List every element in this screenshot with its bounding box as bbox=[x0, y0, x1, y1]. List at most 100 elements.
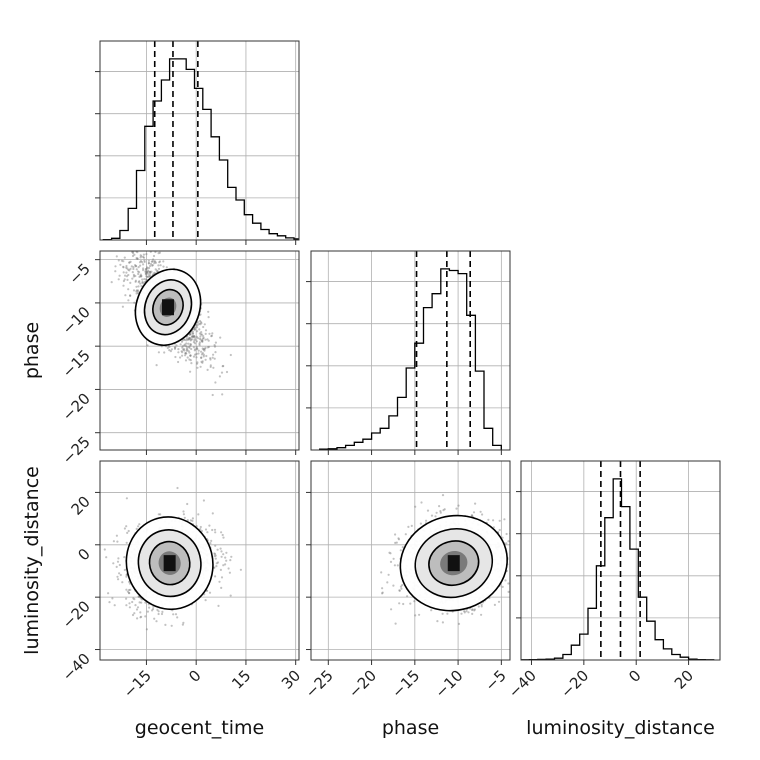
scatter-point bbox=[139, 244, 141, 246]
scatter-point bbox=[146, 272, 150, 275]
scatter-point bbox=[196, 366, 199, 369]
scatter-point bbox=[188, 337, 191, 340]
scatter-point bbox=[142, 269, 145, 272]
scatter-point bbox=[186, 346, 189, 349]
scatter-point bbox=[137, 289, 140, 292]
y-tick-label-phase: −25 bbox=[59, 433, 94, 468]
scatter-point bbox=[125, 588, 128, 591]
scatter-point bbox=[512, 581, 514, 583]
scatter-point bbox=[217, 604, 220, 608]
scatter-point bbox=[105, 556, 108, 559]
scatter-point bbox=[140, 274, 143, 278]
scatter-point bbox=[196, 323, 199, 327]
scatter-point bbox=[149, 264, 152, 268]
scatter-point bbox=[206, 338, 209, 341]
scatter-point bbox=[142, 282, 145, 285]
scatter-point bbox=[134, 241, 136, 243]
scatter-point bbox=[189, 519, 192, 522]
hist-grid-geocent_time bbox=[95, 41, 299, 240]
scatter-point bbox=[200, 321, 203, 324]
scatter-point bbox=[139, 274, 142, 277]
scatter-point bbox=[127, 529, 130, 533]
scatter-point bbox=[133, 301, 136, 304]
scatter-point bbox=[185, 339, 188, 342]
scatter-point bbox=[125, 541, 128, 544]
scatter-point bbox=[125, 240, 127, 242]
scatter-point bbox=[139, 256, 142, 259]
scatter-point bbox=[134, 604, 137, 607]
scatter-point bbox=[120, 259, 123, 262]
scatter-point bbox=[512, 549, 514, 551]
scatter-point bbox=[132, 275, 135, 278]
scatter-point bbox=[439, 510, 442, 513]
scatter-point bbox=[117, 278, 120, 281]
scatter-point bbox=[213, 344, 216, 347]
scatter-point bbox=[430, 609, 433, 612]
scatter-point bbox=[128, 588, 131, 592]
scatter-point bbox=[564, 572, 566, 574]
scatter-point bbox=[189, 338, 192, 341]
scatter-point bbox=[125, 525, 128, 528]
scatter-point bbox=[219, 547, 222, 550]
scatter-point bbox=[140, 255, 143, 258]
scatter-point bbox=[381, 587, 384, 590]
scatter-point bbox=[139, 275, 143, 278]
scatter-point bbox=[132, 597, 135, 600]
scatter-point bbox=[191, 332, 194, 335]
scatter-point bbox=[181, 346, 184, 349]
scatter-point bbox=[220, 555, 223, 558]
scatter-point bbox=[442, 509, 445, 512]
x-axis-label-geocent_time: geocent_time bbox=[135, 717, 264, 739]
scatter-point bbox=[195, 352, 198, 356]
hist-frame-luminosity_distance bbox=[520, 460, 721, 661]
scatter-point bbox=[209, 542, 212, 545]
scatter-point bbox=[216, 548, 219, 551]
scatter-point bbox=[144, 278, 148, 281]
scatter-point bbox=[189, 343, 192, 346]
scatter-point bbox=[139, 264, 142, 267]
scatter-point bbox=[404, 533, 407, 536]
scatter-point bbox=[196, 330, 199, 333]
scatter-point bbox=[198, 337, 201, 340]
scatter-point bbox=[168, 345, 171, 349]
scatter-point bbox=[129, 294, 132, 297]
y-tick-label-phase: −10 bbox=[59, 303, 94, 338]
scatter-point bbox=[214, 381, 217, 384]
scatter-point bbox=[507, 582, 510, 585]
hist-grid-luminosity_distance bbox=[516, 461, 720, 660]
scatter-point bbox=[414, 505, 417, 508]
scatter-point bbox=[145, 246, 147, 248]
scatter-point bbox=[133, 598, 136, 601]
scatter-point bbox=[144, 270, 147, 273]
scatter-point bbox=[195, 347, 199, 350]
scatter-point bbox=[222, 364, 225, 368]
scatter-point bbox=[200, 333, 203, 336]
scatter-point bbox=[210, 539, 213, 543]
scatter-point bbox=[505, 532, 508, 536]
scatter-point bbox=[136, 270, 140, 273]
scatter-point bbox=[138, 601, 141, 604]
scatter-point bbox=[472, 511, 476, 514]
scatter-point bbox=[135, 289, 138, 292]
scatter-point bbox=[200, 333, 204, 336]
scatter-point bbox=[193, 339, 196, 342]
scatter-point bbox=[199, 335, 202, 338]
scatter-point bbox=[176, 486, 179, 490]
scatter-point bbox=[196, 347, 199, 350]
scatter-point bbox=[125, 266, 128, 269]
scatter-point bbox=[511, 577, 513, 579]
scatter-point bbox=[201, 360, 204, 363]
scatter-point bbox=[406, 595, 409, 598]
scatter-point bbox=[221, 365, 224, 368]
scatter-point bbox=[389, 560, 393, 564]
scatter-point bbox=[175, 344, 178, 347]
scatter-point bbox=[172, 613, 175, 616]
scatter-point bbox=[216, 561, 220, 564]
scatter-point bbox=[109, 245, 111, 247]
scatter-point bbox=[155, 620, 158, 623]
scatter-point bbox=[136, 606, 140, 609]
y-axis-label-phase: phase bbox=[21, 322, 43, 379]
y-axis-label-luminosity_distance: luminosity_distance bbox=[21, 466, 43, 655]
scatter-point bbox=[138, 271, 141, 274]
